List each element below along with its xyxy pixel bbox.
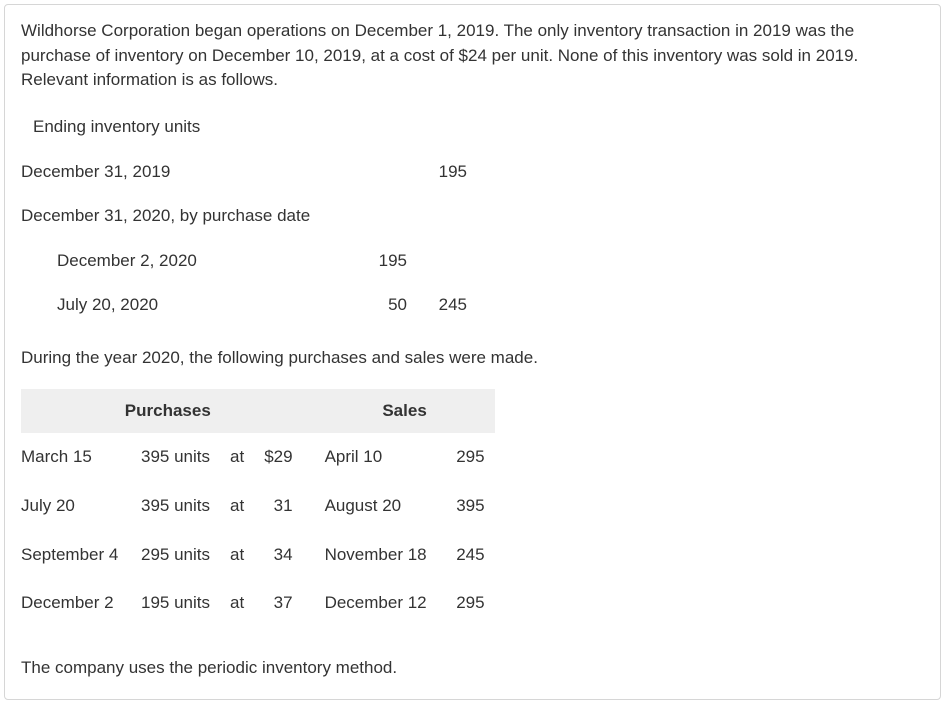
- inventory-row: December 31, 2019 195: [21, 150, 481, 195]
- sale-quantity: 295: [445, 579, 495, 628]
- sale-date: April 10: [315, 433, 445, 482]
- sale-date: November 18: [315, 531, 445, 580]
- inventory-row-col2: [421, 194, 481, 239]
- inventory-row-col1: [361, 150, 421, 195]
- inventory-row-label: December 2, 2020: [21, 239, 361, 284]
- inventory-row-label: July 20, 2020: [21, 283, 361, 328]
- purchase-at: at: [220, 531, 254, 580]
- ending-inventory-heading: Ending inventory units: [21, 115, 924, 140]
- mid-paragraph: During the year 2020, the following purc…: [21, 346, 924, 371]
- sale-quantity: 245: [445, 531, 495, 580]
- inventory-row: December 2, 2020 195: [21, 239, 481, 284]
- purchase-date: March 15: [21, 433, 131, 482]
- ps-row: December 2 195 units at 37 December 12 2…: [21, 579, 495, 628]
- purchases-sales-table: Purchases Sales March 15 395 units at $2…: [21, 389, 495, 628]
- purchase-date: September 4: [21, 531, 131, 580]
- inventory-row: December 31, 2020, by purchase date: [21, 194, 481, 239]
- sale-date: August 20: [315, 482, 445, 531]
- ps-header-row: Purchases Sales: [21, 389, 495, 434]
- sale-quantity: 295: [445, 433, 495, 482]
- inventory-row-col2: 195: [421, 150, 481, 195]
- inventory-row-col1: 195: [361, 239, 421, 284]
- inventory-row-label: December 31, 2020, by purchase date: [21, 194, 361, 239]
- purchase-at: at: [220, 433, 254, 482]
- inventory-row-col2: [421, 239, 481, 284]
- inventory-row-col1: [361, 194, 421, 239]
- ps-row: September 4 295 units at 34 November 18 …: [21, 531, 495, 580]
- inventory-row-col1: 50: [361, 283, 421, 328]
- purchase-units: 395 units: [131, 482, 220, 531]
- sales-header: Sales: [315, 389, 495, 434]
- ps-row: July 20 395 units at 31 August 20 395: [21, 482, 495, 531]
- purchase-units: 195 units: [131, 579, 220, 628]
- purchase-units: 295 units: [131, 531, 220, 580]
- inventory-row-col2: 245: [421, 283, 481, 328]
- inventory-row-label: December 31, 2019: [21, 150, 361, 195]
- purchase-price: 37: [254, 579, 314, 628]
- purchase-price: 34: [254, 531, 314, 580]
- purchase-at: at: [220, 579, 254, 628]
- purchase-date: December 2: [21, 579, 131, 628]
- purchase-date: July 20: [21, 482, 131, 531]
- ending-inventory-table: December 31, 2019 195 December 31, 2020,…: [21, 150, 481, 329]
- purchase-units: 395 units: [131, 433, 220, 482]
- purchase-price: $29: [254, 433, 314, 482]
- inventory-row: July 20, 2020 50 245: [21, 283, 481, 328]
- purchases-header: Purchases: [21, 389, 315, 434]
- sale-quantity: 395: [445, 482, 495, 531]
- footer-paragraph: The company uses the periodic inventory …: [21, 656, 924, 681]
- purchase-price: 31: [254, 482, 314, 531]
- ps-row: March 15 395 units at $29 April 10 295: [21, 433, 495, 482]
- purchase-at: at: [220, 482, 254, 531]
- intro-paragraph: Wildhorse Corporation began operations o…: [21, 19, 924, 93]
- sale-date: December 12: [315, 579, 445, 628]
- question-panel: Wildhorse Corporation began operations o…: [4, 4, 941, 700]
